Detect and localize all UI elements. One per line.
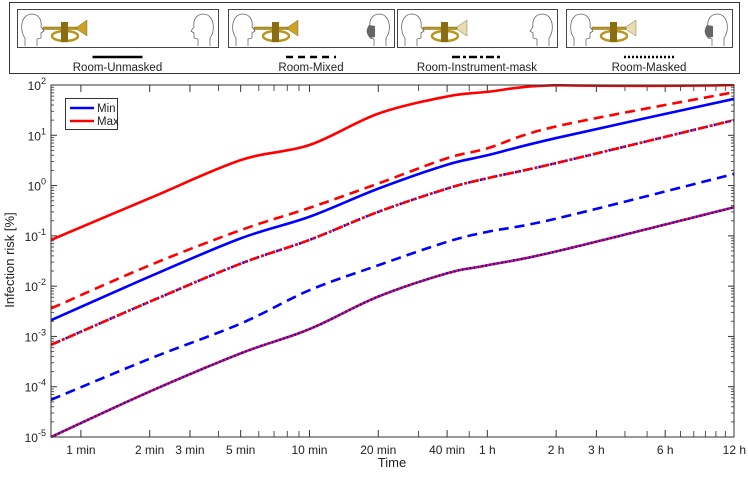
scenario-item: Room-Mixed bbox=[228, 9, 395, 74]
scenario-panel bbox=[397, 9, 558, 48]
legend-label-min: Min bbox=[97, 103, 116, 115]
scenario-item: Room-Instrument-mask bbox=[397, 9, 558, 74]
x-tick-label: 6 h bbox=[657, 443, 674, 457]
y-tick-label: 102 bbox=[28, 76, 46, 93]
y-tick-label: 10-5 bbox=[25, 428, 46, 445]
face-mask-icon bbox=[366, 25, 375, 38]
series-line-min-dashed bbox=[51, 172, 734, 401]
x-tick-label: 1 h bbox=[479, 443, 496, 457]
y-tick-label: 10-1 bbox=[25, 227, 46, 244]
series-line-max-dash-dot bbox=[51, 118, 734, 347]
series-line-min-dash-dot bbox=[51, 118, 734, 347]
series-line-max-dashed bbox=[51, 90, 734, 310]
plot-area: 102 101 100 10-1 10-2 10-3 10-4 10-5 1 min 2 min 3… bbox=[25, 76, 746, 457]
scenario-label: Room-Instrument-mask bbox=[417, 62, 537, 74]
y-tick-label: 10-4 bbox=[25, 378, 46, 395]
face-mask-icon bbox=[704, 25, 713, 38]
y-axis-label: Infection risk [%] bbox=[2, 212, 17, 307]
listener-head-icon bbox=[529, 13, 553, 46]
x-tick-label: 3 h bbox=[588, 443, 605, 457]
series-line-min-dotted bbox=[51, 206, 734, 438]
x-tick-label: 10 min bbox=[291, 443, 327, 457]
scenario-legend: Room-Unmasked Room-Mixed Room-Instrument-m… bbox=[9, 2, 740, 74]
trumpet-icon bbox=[591, 19, 637, 43]
scenario-label: Room-Unmasked bbox=[73, 62, 162, 74]
x-tick-label: 5 min bbox=[226, 443, 255, 457]
trumpet-icon bbox=[422, 19, 468, 43]
x-tick-label: 40 min bbox=[429, 443, 465, 457]
y-tick-label: 10-3 bbox=[25, 327, 46, 344]
scenario-item: Room-Unmasked bbox=[17, 9, 219, 74]
y-tick-label: 101 bbox=[28, 126, 46, 143]
legend-box bbox=[65, 98, 118, 130]
listener-head-icon bbox=[190, 13, 214, 46]
x-tick-label: 12 h bbox=[723, 443, 746, 457]
x-tick-label: 2 h bbox=[548, 443, 565, 457]
plot-frame bbox=[50, 84, 735, 438]
series-line-min-solid bbox=[51, 97, 734, 322]
x-tick-label: 20 min bbox=[360, 443, 396, 457]
x-tick-label: 3 min bbox=[175, 443, 204, 457]
trumpet-icon bbox=[42, 19, 88, 43]
scenario-item: Room-Masked bbox=[566, 9, 733, 74]
trumpet-icon bbox=[253, 19, 299, 43]
series-line-max-dotted bbox=[51, 206, 734, 438]
x-axis-label: Time bbox=[378, 455, 406, 470]
x-tick-label: 1 min bbox=[66, 443, 95, 457]
legend-label-max: Max bbox=[97, 116, 119, 128]
scenario-label: Room-Mixed bbox=[278, 62, 343, 74]
x-tick-label: 2 min bbox=[135, 443, 164, 457]
y-tick-label: 100 bbox=[28, 177, 46, 194]
scenario-label: Room-Masked bbox=[612, 62, 687, 74]
y-tick-label: 10-2 bbox=[25, 277, 46, 294]
